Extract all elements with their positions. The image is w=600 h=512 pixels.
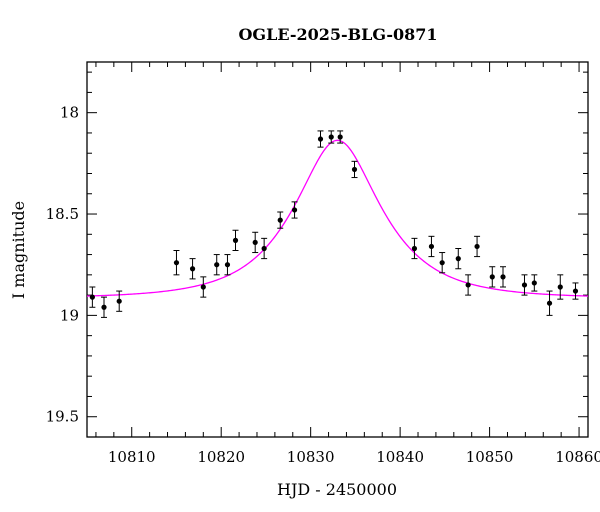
y-tick-label: 18: [60, 104, 79, 122]
data-point: [328, 134, 334, 140]
data-point: [489, 274, 495, 280]
x-tick-label: 10860: [555, 448, 600, 466]
data-point: [337, 134, 343, 140]
data-point: [291, 207, 298, 213]
x-tick-label: 10840: [376, 448, 424, 466]
data-point: [189, 266, 196, 272]
data-point: [500, 274, 506, 280]
x-axis-title: HJD - 2450000: [277, 480, 397, 499]
data-point: [252, 239, 258, 246]
data-point: [439, 260, 445, 266]
data-point: [572, 288, 579, 294]
major-ticks: [87, 62, 588, 437]
chart-title: OGLE-2025-BLG-0871: [238, 25, 437, 44]
data-point: [317, 136, 324, 142]
y-tick-label: 19: [60, 306, 79, 324]
x-tick-label: 10810: [108, 448, 156, 466]
x-tick-label: 10830: [287, 448, 335, 466]
y-axis-title: I magnitude: [9, 201, 28, 299]
data-point: [173, 260, 180, 266]
data-point: [474, 243, 480, 250]
data-point: [428, 243, 435, 250]
data-points: [89, 130, 579, 318]
x-tick-label: 10820: [197, 448, 245, 466]
data-point: [521, 282, 528, 288]
x-tick-label: 10850: [466, 448, 514, 466]
data-point: [546, 300, 553, 306]
y-tick-labels: 18 18.5 19 19.5: [46, 104, 79, 426]
data-point: [557, 284, 563, 290]
model-curve: [86, 139, 589, 297]
data-point: [455, 256, 461, 262]
minor-ticks: [87, 62, 588, 438]
data-point: [224, 262, 231, 268]
data-point: [351, 166, 358, 173]
data-point: [277, 217, 283, 223]
data-point: [465, 282, 471, 288]
data-point: [101, 304, 107, 310]
plot-frame: [86, 61, 589, 438]
x-tick-labels: 10810 10820 10830 10840 10850 10860: [108, 448, 600, 466]
data-point: [214, 262, 220, 268]
data-point: [89, 294, 95, 300]
data-point: [411, 245, 418, 252]
y-tick-label: 19.5: [46, 408, 79, 426]
y-tick-label: 18.5: [46, 205, 79, 223]
data-point: [116, 298, 122, 304]
data-point: [232, 237, 239, 243]
data-point: [261, 245, 267, 252]
data-point: [531, 280, 537, 286]
data-point: [200, 284, 206, 290]
